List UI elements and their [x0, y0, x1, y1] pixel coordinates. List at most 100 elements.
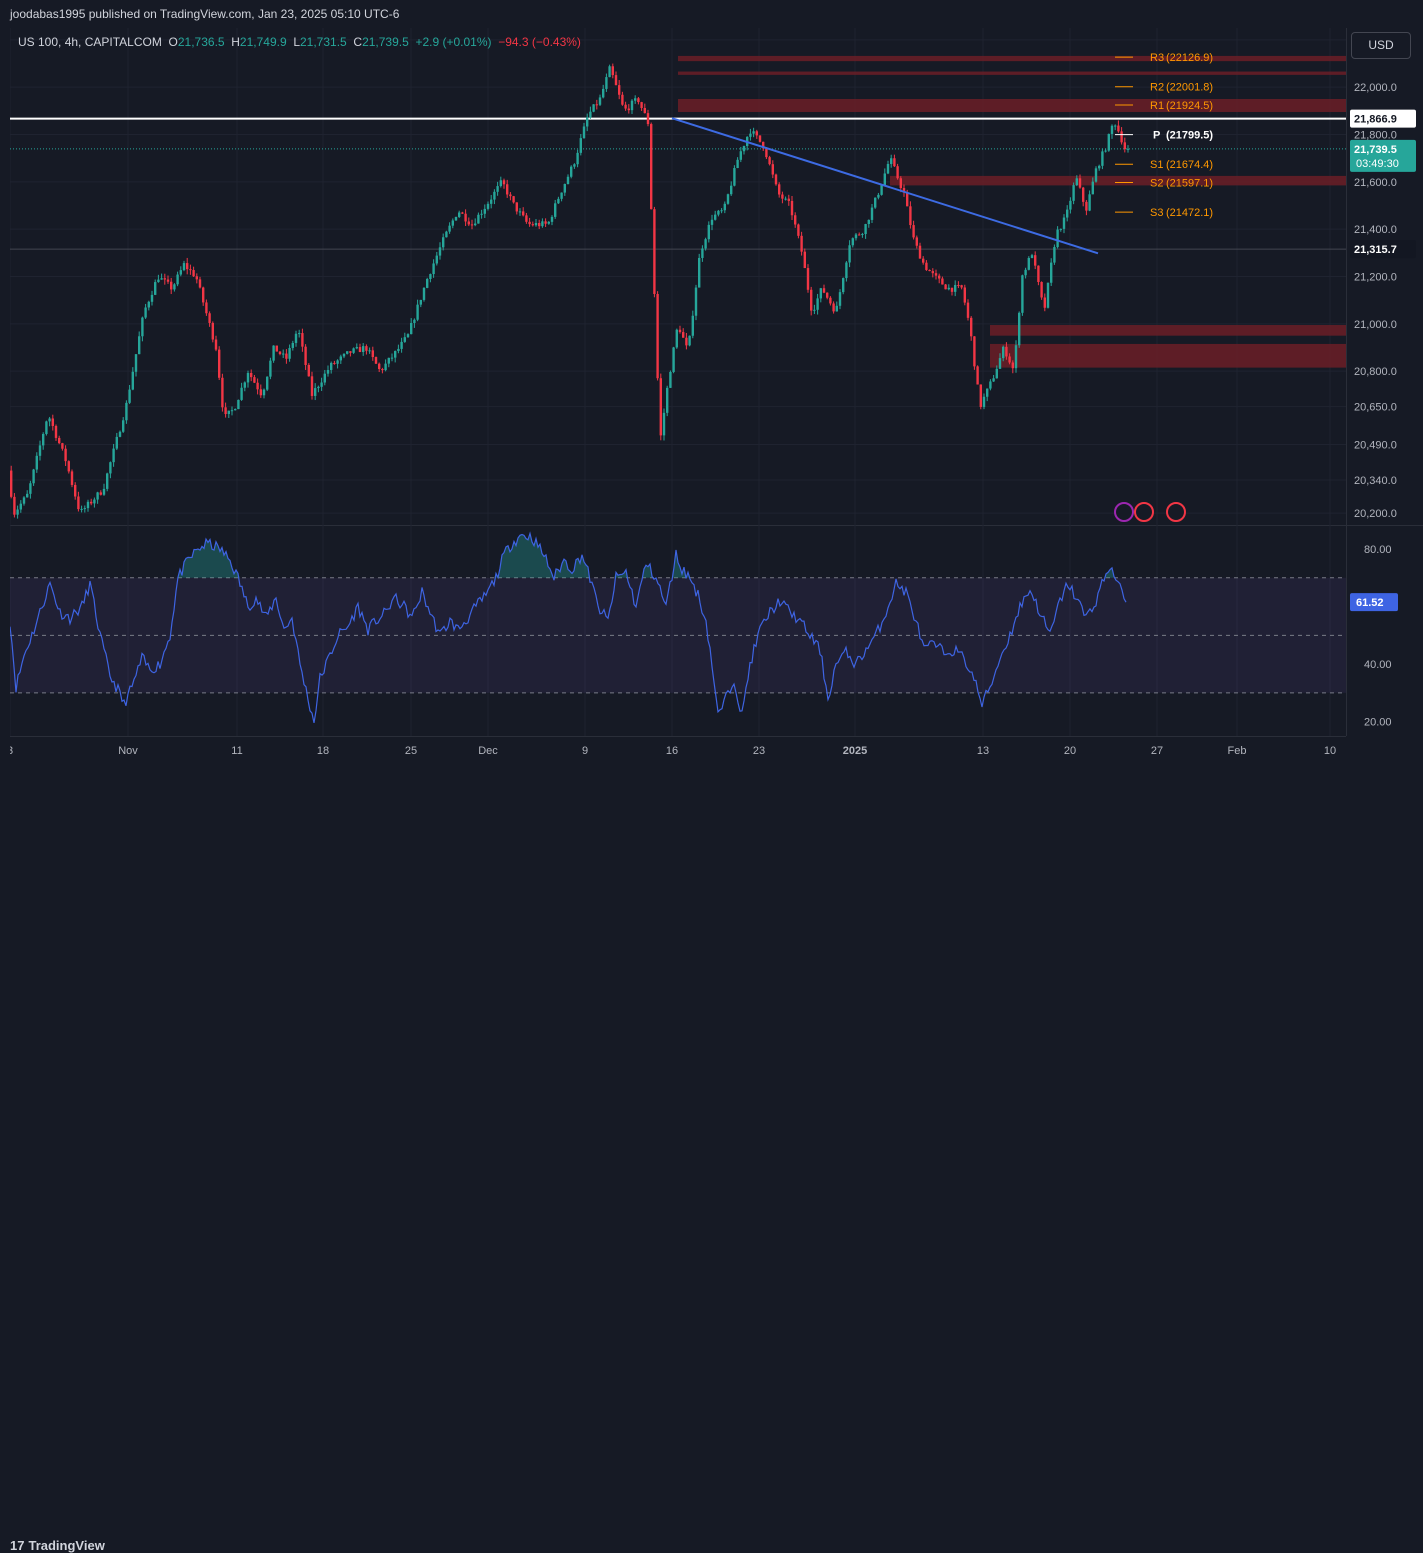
candle-body: [1098, 165, 1101, 169]
date-tick-label: Dec: [478, 745, 498, 757]
candle-body: [224, 407, 227, 415]
candle-body: [886, 163, 890, 174]
trendline[interactable]: [671, 117, 1099, 255]
candle-body: [614, 75, 618, 86]
candle-body: [787, 198, 790, 201]
candle-body: [819, 288, 822, 299]
candle-body: [518, 211, 522, 213]
candle-body: [1126, 148, 1130, 150]
resistance-zone[interactable]: [678, 71, 1346, 75]
currency-button[interactable]: USD: [1351, 32, 1411, 59]
us-flag-event-icon[interactable]: [1166, 502, 1186, 522]
candle-body: [378, 363, 381, 370]
candle-body: [960, 285, 963, 288]
chart-area[interactable]: 21,866.9 21,315.7 R3 (22126.9) R2 (22001.8) R1…: [10, 28, 1423, 762]
candle-body: [288, 347, 291, 359]
candle-body: [790, 200, 794, 216]
candle-body: [669, 371, 672, 388]
chart-canvas[interactable]: 21,866.9 21,315.7 R3 (22126.9) R2 (22001.8)R1…: [10, 28, 1423, 762]
candle-body: [493, 191, 496, 200]
close-value: 21,739.5: [362, 35, 409, 49]
rsi-value-label: 61.52: [1356, 597, 1384, 609]
candle-body: [1085, 201, 1088, 211]
candle-body: [99, 492, 102, 495]
candle-body: [749, 133, 752, 137]
candle-body: [58, 437, 61, 444]
candle-body: [387, 357, 390, 364]
candle-body: [384, 363, 387, 371]
dividend-event-icon[interactable]: [1114, 502, 1134, 522]
candle-body: [1043, 297, 1046, 308]
candle-body: [653, 209, 656, 294]
candle-body: [19, 503, 22, 510]
candle-body: [1117, 125, 1120, 132]
candle-body: [432, 263, 435, 275]
candle-body: [1050, 262, 1053, 283]
candle-body: [717, 210, 720, 215]
candle-body: [394, 351, 397, 358]
resistance-zone[interactable]: [990, 325, 1346, 336]
top-bar: joodabas1995 published on TradingView.co…: [0, 0, 1423, 28]
candle-body: [547, 221, 550, 224]
candle-body: [218, 349, 221, 378]
high-label: H: [231, 35, 240, 49]
pivot-name-label: S3: [1150, 207, 1163, 219]
candle-body: [285, 353, 288, 359]
candle-body: [381, 369, 384, 371]
candle-body: [144, 307, 147, 318]
symbol-label[interactable]: US 100, 4h, CAPITALCOM: [18, 35, 162, 49]
candle-body: [1066, 209, 1069, 218]
pivot-value-label: (21924.5): [1166, 100, 1213, 112]
candle-body: [314, 388, 317, 396]
candle-body: [931, 271, 934, 274]
candle-body: [880, 185, 883, 195]
candle-body: [32, 469, 35, 484]
candle-body: [611, 66, 614, 76]
candle-body: [246, 372, 250, 383]
date-tick-label: 20: [1064, 745, 1076, 757]
pivot-value-label: (21799.5): [1166, 130, 1213, 142]
candle-body: [1094, 168, 1098, 182]
candle-body: [237, 399, 240, 410]
rsi-tick-label: 20.00: [1364, 717, 1392, 729]
candle-body: [797, 224, 800, 236]
resistance-zone[interactable]: [990, 343, 1346, 368]
candle-body: [1014, 345, 1018, 369]
candle-body: [67, 461, 70, 472]
resistance-zone[interactable]: [678, 99, 1346, 113]
rsi-line[interactable]: [10, 531, 1127, 724]
candle-body: [467, 221, 470, 225]
candle-body: [627, 108, 630, 111]
candle-body: [403, 337, 406, 342]
candle-body: [858, 234, 861, 236]
candle-body: [211, 322, 214, 340]
rsi-value-tag: [1350, 593, 1398, 612]
tradingview-logo[interactable]: 17 TradingView: [10, 1538, 105, 1553]
candle-body: [294, 333, 298, 343]
candle-body: [640, 102, 643, 108]
candle-body: [317, 386, 320, 389]
candle-body: [810, 289, 813, 311]
price-label-bg: [1350, 240, 1416, 259]
candle-body: [928, 269, 931, 272]
candle-body: [275, 345, 278, 352]
candle-body: [800, 235, 803, 252]
low-value: 21,731.5: [300, 35, 347, 49]
candle-body: [1059, 228, 1062, 230]
candle-body: [1069, 200, 1072, 210]
candle-body: [976, 366, 979, 385]
candle-body: [739, 151, 742, 160]
candle-body: [198, 279, 202, 288]
candle-body: [170, 281, 173, 290]
candle-body: [464, 213, 467, 222]
resistance-zone[interactable]: [678, 55, 1346, 62]
us-flag-event-icon[interactable]: [1134, 502, 1154, 522]
candle-body: [752, 131, 755, 134]
candle-countdown-label: 03:49:30: [1356, 158, 1399, 170]
candle-body: [890, 158, 893, 164]
candle-body: [83, 508, 86, 510]
candle-body: [918, 245, 922, 259]
candle-body: [870, 207, 874, 220]
resistance-zone[interactable]: [890, 175, 1346, 186]
candle-body: [109, 462, 112, 474]
